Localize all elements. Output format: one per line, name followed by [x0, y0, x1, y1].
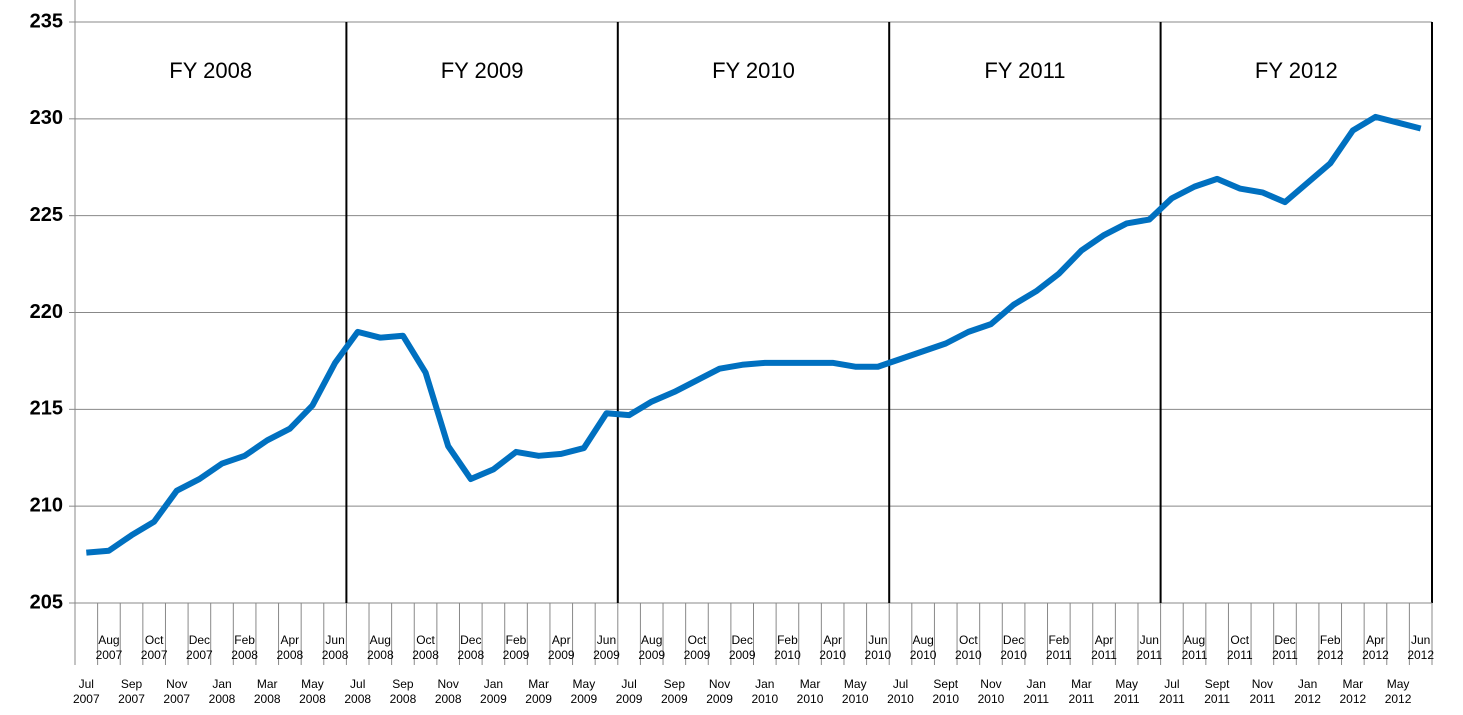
x-tick-label: Dec 2009 [728, 633, 756, 662]
x-tick-label: Nov 2007 [163, 677, 191, 706]
x-tick-label: Mar 2010 [796, 677, 824, 706]
fy-label: FY 2012 [1255, 58, 1338, 83]
fy-label: FY 2009 [441, 58, 524, 83]
x-tick-label: Dec 2010 [1000, 633, 1027, 662]
fy-label: FY 2011 [984, 58, 1065, 83]
x-tick-label: Sep 2009 [660, 677, 688, 706]
x-tick-label: Mar 2011 [1068, 677, 1095, 706]
x-tick-label: Feb 2012 [1316, 633, 1344, 662]
x-tick-label: Sep 2007 [118, 677, 145, 706]
x-tick-label: Jul 2011 [1159, 677, 1185, 706]
x-tick-label: Nov 2009 [706, 677, 733, 706]
x-tick-label: Jun 2010 [864, 633, 892, 662]
x-tick-label: Aug 2009 [638, 633, 666, 662]
x-tick-label: May 2011 [1113, 677, 1140, 706]
x-tick-label: Jun 2011 [1136, 633, 1163, 662]
x-tick-label: May 2012 [1384, 677, 1412, 706]
y-tick-label: 235 [30, 10, 63, 32]
y-tick-label: 225 [30, 204, 63, 226]
x-tick-label: May 2009 [570, 677, 598, 706]
x-tick-label: Oct 2010 [954, 633, 982, 662]
x-tick-label: Feb 2008 [231, 633, 258, 662]
x-tick-label: Mar 2012 [1339, 677, 1367, 706]
x-tick-label: May 2010 [841, 677, 869, 706]
x-tick-label: Jun 2008 [321, 633, 349, 662]
x-tick-label: Jan 2010 [751, 677, 779, 706]
x-tick-label: Oct 2011 [1226, 633, 1253, 662]
x-tick-label: Aug 2010 [909, 633, 937, 662]
x-tick-label: Jun 2012 [1407, 633, 1435, 662]
x-tick-label: Nov 2011 [1249, 677, 1276, 706]
x-tick-label: Jan 2008 [208, 677, 236, 706]
x-tick-label: Apr 2009 [547, 633, 575, 662]
fy-label: FY 2010 [712, 58, 795, 83]
y-tick-label: 230 [30, 107, 63, 129]
x-tick-label: Jan 2009 [480, 677, 507, 706]
x-tick-label: Jan 2012 [1294, 677, 1321, 706]
x-tick-label: Dec 2007 [186, 633, 213, 662]
x-tick-label: Nov 2010 [977, 677, 1005, 706]
x-tick-label: Mar 2008 [253, 677, 281, 706]
x-tick-label: Aug 2007 [95, 633, 123, 662]
x-tick-label: Oct 2009 [683, 633, 711, 662]
y-tick-label: 215 [30, 398, 63, 420]
x-tick-label: May 2008 [299, 677, 326, 706]
y-tick-label: 205 [30, 591, 63, 613]
x-tick-label: Feb 2011 [1045, 633, 1072, 662]
x-tick-label: Dec 2008 [457, 633, 485, 662]
x-tick-label: Jun 2009 [593, 633, 620, 662]
x-tick-label: Apr 2012 [1362, 633, 1389, 662]
x-tick-label: Jul 2010 [887, 677, 914, 706]
x-tick-label: Feb 2009 [502, 633, 530, 662]
x-tick-label: Apr 2008 [276, 633, 304, 662]
x-tick-label: Apr 2011 [1091, 633, 1117, 662]
x-tick-label: Jul 2009 [615, 677, 643, 706]
x-tick-label: Aug 2011 [1181, 633, 1208, 662]
x-tick-label: Sept 2011 [1204, 677, 1231, 706]
x-tick-label: Jan 2011 [1023, 677, 1050, 706]
x-tick-label: Sept 2010 [932, 677, 960, 706]
x-tick-label: Jul 2008 [344, 677, 372, 706]
x-tick-label: Aug 2008 [366, 633, 394, 662]
x-tick-label: Mar 2009 [525, 677, 552, 706]
x-tick-label: Oct 2007 [140, 633, 168, 662]
y-tick-label: 210 [30, 494, 63, 516]
x-tick-label: Apr 2010 [819, 633, 846, 662]
y-tick-label: 220 [30, 301, 63, 323]
x-tick-label: Feb 2010 [774, 633, 801, 662]
x-tick-label: Oct 2008 [412, 633, 439, 662]
x-tick-label: Nov 2008 [434, 677, 462, 706]
x-tick-label: Dec 2011 [1272, 633, 1298, 662]
line [86, 113, 1422, 556]
fy-label: FY 2008 [169, 58, 252, 83]
x-tick-label: Sep 2008 [389, 677, 417, 706]
x-tick-label: Jul 2007 [72, 677, 100, 706]
